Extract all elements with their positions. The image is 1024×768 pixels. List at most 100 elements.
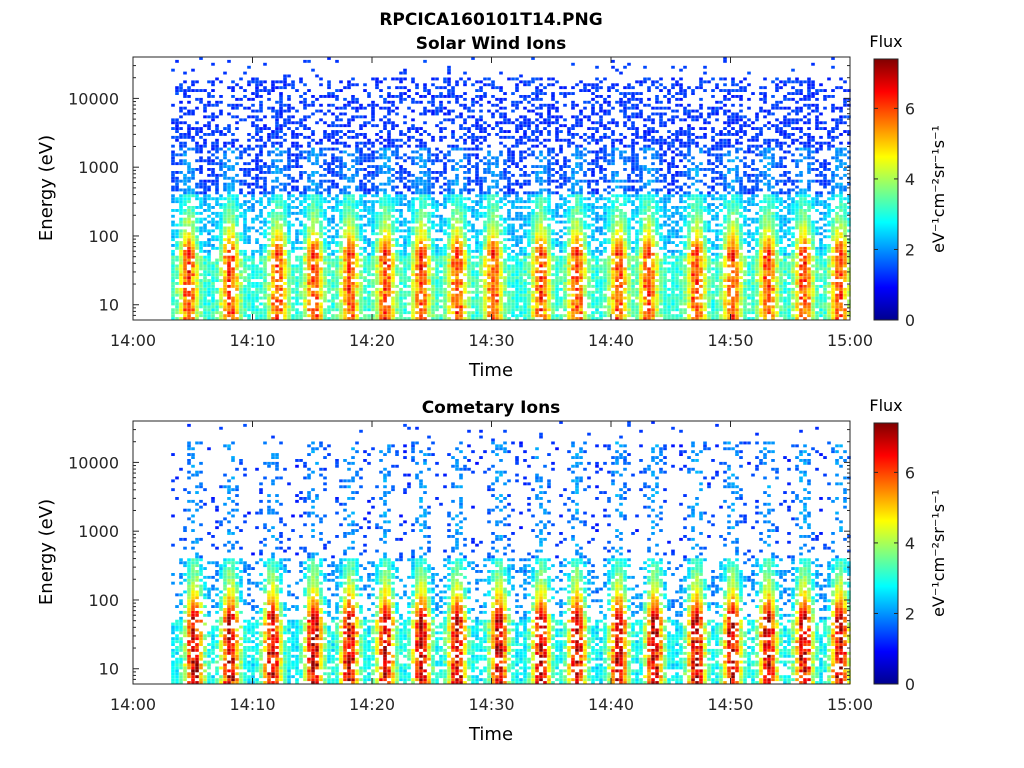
heatmap-cell — [251, 305, 255, 309]
heatmap-cell — [179, 311, 183, 315]
heatmap-cell — [207, 232, 211, 236]
heatmap-cell — [503, 220, 507, 224]
heatmap-cell — [407, 220, 411, 224]
heatmap-cell — [211, 299, 215, 303]
heatmap-cell — [411, 290, 415, 294]
heatmap-cell — [179, 317, 183, 320]
heatmap-cell — [531, 214, 535, 218]
heatmap-cell — [511, 182, 515, 186]
heatmap-cell — [183, 279, 187, 282]
heatmap-cell — [339, 112, 343, 116]
heatmap-cell — [323, 159, 327, 163]
heatmap-cell — [479, 118, 483, 122]
heatmap-cell — [247, 173, 251, 177]
heatmap-cell — [171, 311, 175, 315]
heatmap-cell — [531, 150, 535, 154]
heatmap-cell — [459, 77, 463, 81]
heatmap-cell — [251, 115, 255, 119]
heatmap-cell — [319, 305, 323, 309]
heatmap-cell — [211, 83, 215, 87]
heatmap-cell — [319, 282, 323, 285]
heatmap-cell — [187, 258, 191, 262]
heatmap-cell — [271, 141, 275, 145]
heatmap-cell — [307, 287, 311, 291]
heatmap-cell — [507, 179, 511, 183]
heatmap-cell — [419, 194, 423, 198]
heatmap-cell — [327, 95, 331, 98]
heatmap-cell — [187, 235, 191, 239]
heatmap-cell — [431, 255, 435, 259]
heatmap-cell — [515, 276, 519, 280]
heatmap-cell — [271, 188, 275, 192]
heatmap-cell — [391, 296, 395, 300]
heatmap-cell — [259, 270, 263, 274]
heatmap-cell — [235, 308, 239, 312]
heatmap-cell — [435, 244, 439, 247]
heatmap-cell — [547, 241, 551, 244]
heatmap-cell — [427, 273, 431, 277]
heatmap-cell — [483, 264, 487, 268]
heatmap-cell — [351, 308, 355, 312]
heatmap-cell — [343, 188, 347, 192]
heatmap-cell — [463, 232, 467, 236]
heatmap-cell — [371, 284, 375, 288]
heatmap-cell — [259, 258, 263, 262]
heatmap-cell — [295, 276, 299, 280]
heatmap-cell — [407, 290, 411, 294]
heatmap-cell — [391, 229, 395, 233]
heatmap-cell — [243, 162, 247, 166]
heatmap-cell — [199, 244, 203, 247]
heatmap-cell — [455, 241, 459, 244]
heatmap-cell — [435, 112, 439, 116]
heatmap-cell — [215, 267, 219, 271]
heatmap-cell — [299, 246, 303, 250]
heatmap-cell — [459, 115, 463, 119]
heatmap-cell — [211, 287, 215, 291]
heatmap-cell — [291, 273, 295, 277]
heatmap-cell — [539, 133, 543, 136]
heatmap-cell — [259, 220, 263, 224]
heatmap-cell — [383, 241, 387, 244]
heatmap-cell — [439, 92, 443, 95]
heatmap-cell — [475, 153, 479, 157]
heatmap-cell — [311, 220, 315, 224]
heatmap-cell — [243, 290, 247, 294]
heatmap-cell — [383, 165, 387, 168]
heatmap-cell — [275, 252, 279, 256]
heatmap-cell — [227, 255, 231, 259]
heatmap-cell — [355, 150, 359, 154]
heatmap-cell — [243, 150, 247, 154]
heatmap-cell — [327, 86, 331, 90]
heatmap-cell — [183, 232, 187, 236]
heatmap-cell — [467, 188, 471, 192]
heatmap-cell — [263, 235, 267, 239]
heatmap-cell — [287, 232, 291, 236]
heatmap-cell — [551, 282, 555, 285]
heatmap-cell — [327, 246, 331, 250]
heatmap-cell — [239, 156, 243, 160]
heatmap-cell — [519, 293, 523, 297]
heatmap-cell — [203, 109, 207, 113]
heatmap-cell — [403, 305, 407, 309]
heatmap-cell — [515, 141, 519, 145]
heatmap-cell — [507, 214, 511, 218]
heatmap-cell — [179, 217, 183, 221]
heatmap-cell — [323, 173, 327, 177]
heatmap-cell — [411, 282, 415, 285]
heatmap-cell — [295, 246, 299, 250]
heatmap-cell — [239, 179, 243, 183]
heatmap-cell — [251, 206, 255, 209]
heatmap-cell — [499, 106, 503, 110]
heatmap-cell — [359, 150, 363, 154]
heatmap-cell — [511, 217, 515, 221]
heatmap-cell — [547, 162, 551, 166]
heatmap-cell — [479, 214, 483, 218]
heatmap-cell — [415, 246, 419, 250]
heatmap-cell — [447, 226, 451, 230]
heatmap-cell — [399, 97, 403, 101]
heatmap-cell — [471, 188, 475, 192]
heatmap-cell — [267, 311, 271, 315]
heatmap-cell — [235, 203, 239, 206]
heatmap-cell — [511, 150, 515, 154]
heatmap-cell — [195, 185, 199, 189]
